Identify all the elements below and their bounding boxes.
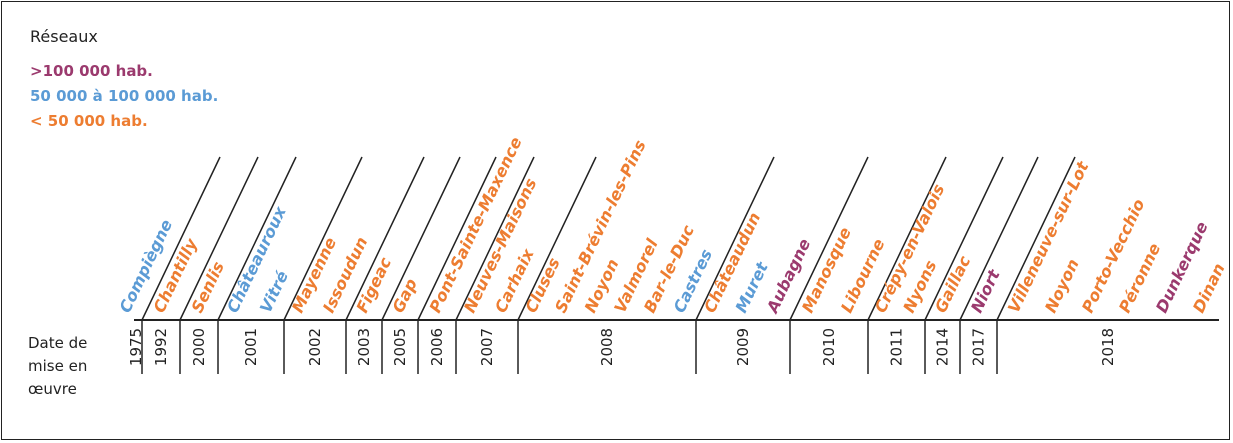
- year-label: 2017: [970, 328, 988, 366]
- year-slant-divider: [381, 156, 461, 321]
- year-label: 2009: [734, 328, 752, 366]
- city-label: Gap: [388, 276, 420, 316]
- year-label: 2007: [478, 328, 496, 366]
- year-slant-divider: [996, 156, 1076, 321]
- legend-item-small: < 50 000 hab.: [30, 112, 148, 130]
- city-label: Dinan: [1189, 260, 1229, 315]
- year-slant-divider: [924, 156, 1004, 321]
- year-label: 2000: [190, 328, 208, 366]
- city-label: Senlis: [187, 259, 228, 316]
- year-label: 2001: [242, 328, 260, 366]
- city-label: Niort: [967, 265, 1004, 315]
- year-label: 2006: [428, 328, 446, 366]
- year-slant-divider: [695, 156, 775, 321]
- year-label: 2010: [820, 328, 838, 366]
- city-label: Vitré: [256, 268, 292, 316]
- year-label: 2005: [391, 328, 409, 366]
- axis-title-line-1: Date de: [28, 334, 88, 352]
- year-slant-divider: [217, 156, 297, 321]
- year-slant-divider: [283, 156, 363, 321]
- year-label: 2002: [306, 328, 324, 366]
- year-slant-divider: [455, 156, 535, 321]
- year-label: 2014: [934, 328, 952, 366]
- year-label: 1975: [127, 328, 145, 366]
- year-slant-divider: [179, 156, 259, 321]
- year-label: 1992: [152, 328, 170, 366]
- legend-item-medium: 50 000 à 100 000 hab.: [30, 87, 219, 105]
- year-label: 2011: [888, 328, 906, 366]
- year-slant-divider: [141, 156, 221, 321]
- year-slant-divider: [959, 156, 1039, 321]
- legend-item-large: >100 000 hab.: [30, 62, 153, 80]
- axis-title-line-3: œuvre: [28, 380, 77, 398]
- year-slant-divider: [789, 156, 869, 321]
- year-slant-divider: [417, 156, 497, 321]
- legend-title: Réseaux: [30, 27, 98, 46]
- year-slant-divider: [517, 156, 597, 321]
- year-label: 2008: [598, 328, 616, 366]
- year-label: 2018: [1099, 328, 1117, 366]
- axis-title: Date de mise en œuvre: [28, 332, 87, 401]
- city-label: Noyon: [1041, 256, 1083, 316]
- year-slant-divider: [345, 156, 425, 321]
- year-label: 2003: [355, 328, 373, 366]
- axis-title-line-2: mise en: [28, 357, 88, 375]
- year-slant-divider: [867, 156, 947, 321]
